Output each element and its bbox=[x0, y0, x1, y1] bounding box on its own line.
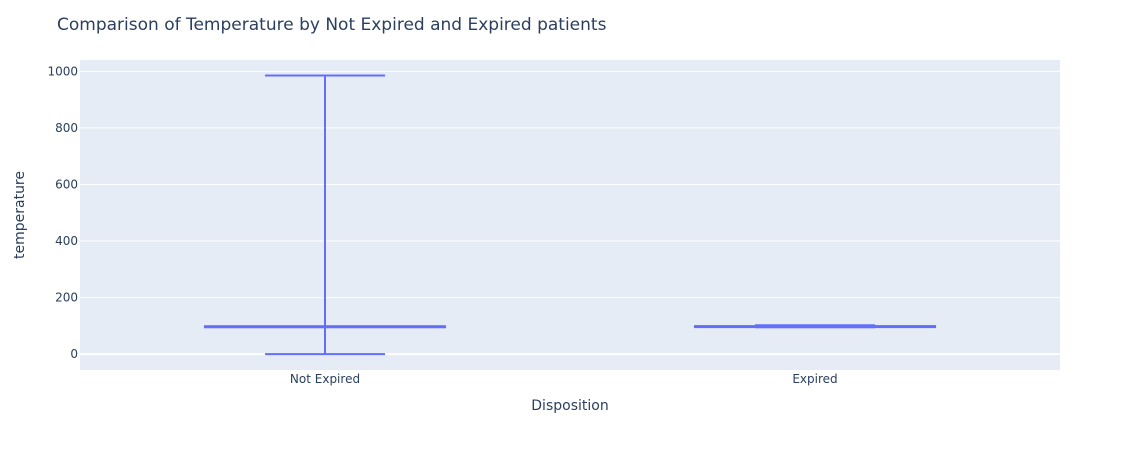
y-axis-title: temperature bbox=[12, 171, 28, 259]
y-tick-labels: 0 200 400 600 800 1000 bbox=[47, 64, 78, 361]
plot-background bbox=[80, 60, 1060, 370]
x-tick-labels: Not Expired Expired bbox=[290, 372, 838, 386]
chart-title: Comparison of Temperature by Not Expired… bbox=[57, 15, 607, 35]
y-tick-label: 400 bbox=[55, 234, 78, 248]
y-tick-label: 1000 bbox=[47, 64, 78, 78]
x-tick-label: Not Expired bbox=[290, 372, 360, 386]
box-expired bbox=[693, 324, 937, 329]
y-tick-label: 800 bbox=[55, 121, 78, 135]
y-tick-label: 0 bbox=[70, 347, 78, 361]
box-series bbox=[203, 74, 937, 356]
y-tick-label: 600 bbox=[55, 177, 78, 191]
y-tick-label: 200 bbox=[55, 291, 78, 305]
x-axis-title: Disposition bbox=[531, 398, 608, 414]
grid-lines bbox=[80, 70, 1060, 356]
box-not-expired bbox=[203, 74, 447, 356]
x-tick-label: Expired bbox=[792, 372, 837, 386]
